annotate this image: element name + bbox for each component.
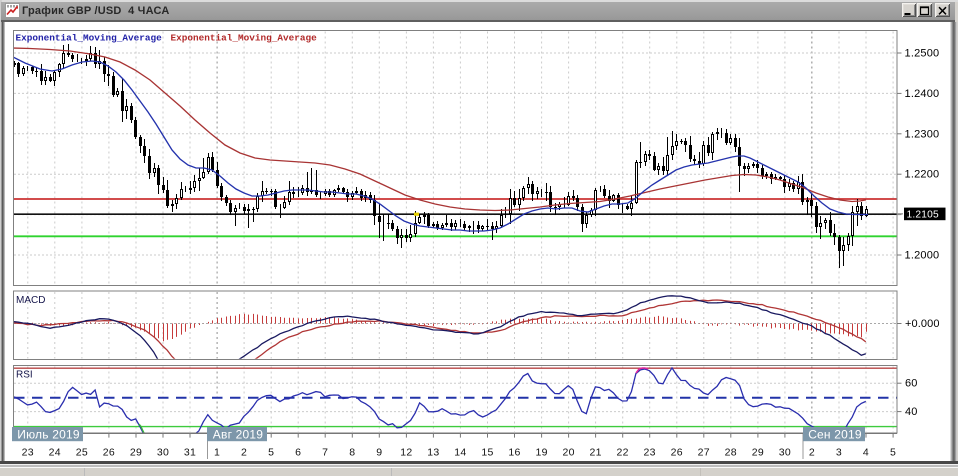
svg-text:MACD: MACD [16,295,45,306]
svg-text:20: 20 [562,447,574,459]
svg-text:30: 30 [157,447,169,459]
svg-text:Exponential_Moving_Average: Exponential_Moving_Average [171,33,318,44]
svg-text:16: 16 [508,447,520,459]
svg-text:26: 26 [103,447,115,459]
svg-text:+0.000: +0.000 [905,318,940,330]
svg-text:30: 30 [779,447,791,459]
svg-text:23: 23 [22,447,34,459]
svg-text:1.2500: 1.2500 [905,48,940,60]
svg-text:26: 26 [671,447,683,459]
svg-text:RSI: RSI [16,370,33,381]
svg-text:14: 14 [454,447,466,459]
svg-text:5: 5 [268,447,274,459]
svg-text:12: 12 [400,447,412,459]
svg-text:29: 29 [130,447,142,459]
svg-text:1.2400: 1.2400 [905,88,940,100]
svg-text:1: 1 [214,447,220,459]
svg-text:23: 23 [644,447,656,459]
svg-text:27: 27 [698,447,710,459]
svg-text:7: 7 [322,447,328,459]
svg-text:2: 2 [241,447,247,459]
svg-text:5: 5 [890,447,896,459]
svg-text:9: 9 [376,447,382,459]
svg-text:4: 4 [863,447,869,459]
svg-text:13: 13 [427,447,439,459]
svg-text:21: 21 [589,447,601,459]
svg-text:1.2300: 1.2300 [905,128,940,140]
svg-text:1.2000: 1.2000 [905,250,940,262]
svg-text:22: 22 [617,447,629,459]
svg-text:6: 6 [295,447,301,459]
svg-text:1.2200: 1.2200 [905,169,940,181]
svg-text:Июль 2019: Июль 2019 [17,427,80,441]
svg-text:60: 60 [905,378,917,390]
svg-text:Авг 2019: Авг 2019 [213,427,264,441]
svg-text:8: 8 [349,447,355,459]
svg-text:31: 31 [184,447,196,459]
svg-text:3: 3 [836,447,842,459]
svg-text:40: 40 [905,406,917,418]
svg-text:Сен 2019: Сен 2019 [808,427,862,441]
svg-text:25: 25 [76,447,88,459]
svg-text:24: 24 [49,447,61,459]
svg-text:1.2105: 1.2105 [907,210,939,221]
svg-text:29: 29 [752,447,764,459]
svg-text:15: 15 [481,447,493,459]
svg-text:2: 2 [809,447,815,459]
svg-text:19: 19 [535,447,547,459]
svg-text:28: 28 [725,447,737,459]
svg-text:Exponential_Moving_Average: Exponential_Moving_Average [16,33,163,44]
